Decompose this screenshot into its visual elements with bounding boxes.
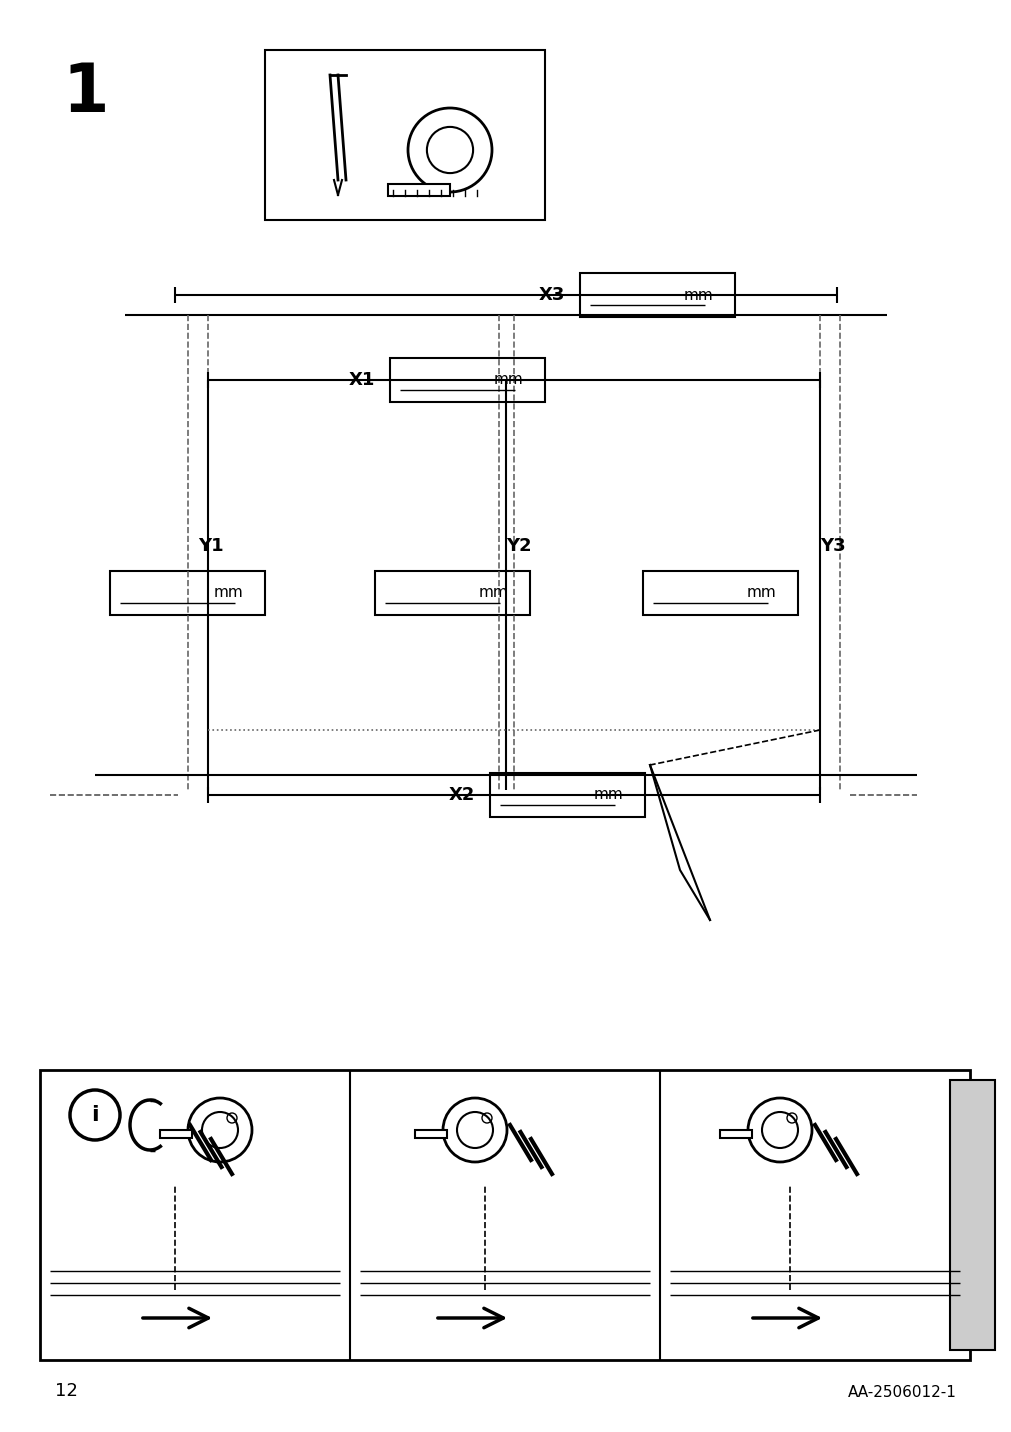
Text: mm: mm [745, 586, 775, 600]
Bar [949, 1080, 994, 1350]
Bar [579, 274, 734, 316]
Text: Y1: Y1 [198, 537, 223, 556]
Bar [389, 358, 545, 402]
Bar [642, 571, 798, 614]
Text: Y2: Y2 [506, 537, 531, 556]
Bar [40, 1070, 969, 1360]
Text: 12: 12 [55, 1382, 78, 1400]
Bar [375, 571, 530, 614]
Text: Y3: Y3 [819, 537, 845, 556]
Bar [415, 1130, 447, 1138]
Text: mm: mm [492, 372, 523, 388]
Bar [160, 1130, 192, 1138]
Text: AA-2506012-1: AA-2506012-1 [847, 1385, 956, 1400]
Text: mm: mm [213, 586, 243, 600]
Text: i: i [91, 1106, 99, 1126]
Text: X2: X2 [448, 786, 474, 803]
Text: mm: mm [478, 586, 508, 600]
Bar [265, 50, 545, 221]
Bar [719, 1130, 751, 1138]
Bar [387, 183, 450, 196]
Text: X3: X3 [538, 286, 564, 304]
Text: mm: mm [592, 788, 623, 802]
Bar [110, 571, 265, 614]
Bar [489, 773, 644, 818]
Text: 1: 1 [62, 60, 108, 126]
Text: X1: X1 [348, 371, 375, 390]
Text: mm: mm [682, 288, 713, 302]
